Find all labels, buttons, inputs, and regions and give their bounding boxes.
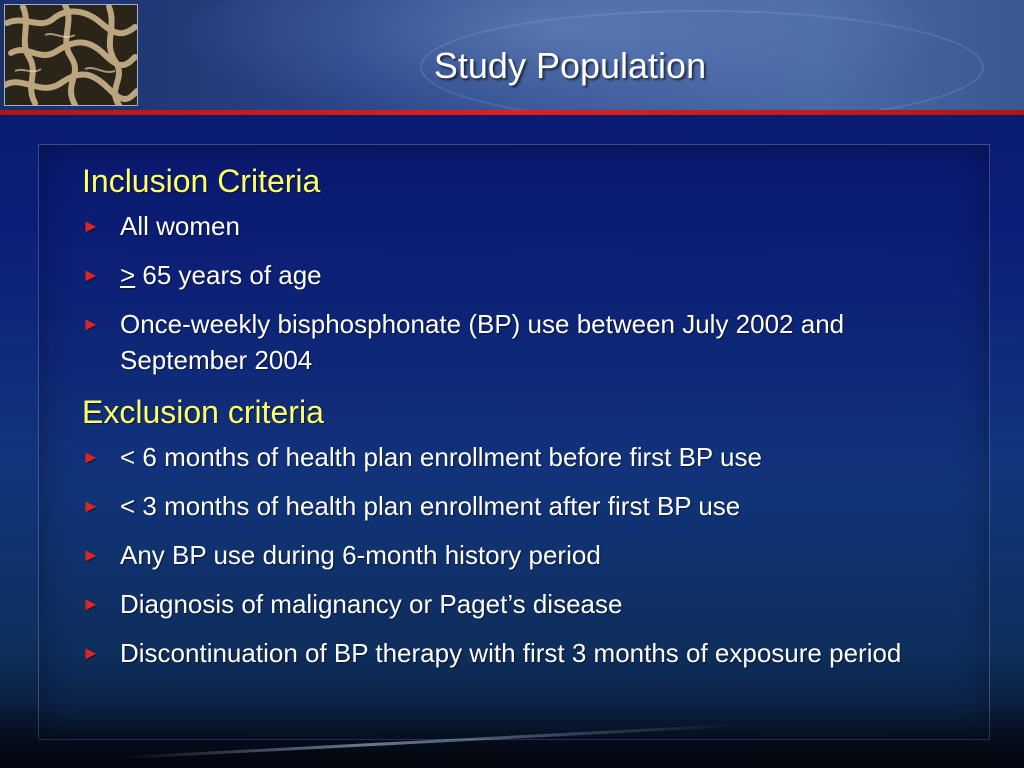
bullet-arrow-icon: ► — [82, 496, 100, 516]
exclusion-list: ► < 6 months of health plan enrollment b… — [82, 439, 962, 671]
slide-body: Inclusion Criteria ► All women ► > 65 ye… — [82, 160, 962, 684]
exclusion-heading: Exclusion criteria — [82, 394, 324, 430]
list-item: ► < 6 months of health plan enrollment b… — [82, 439, 962, 475]
bullet-text: Any BP use during 6-month history period — [120, 540, 601, 570]
bone-structure-image — [4, 4, 138, 106]
list-item: ► All women — [82, 208, 962, 244]
list-item: ► < 3 months of health plan enrollment a… — [82, 488, 962, 524]
header-band — [0, 0, 1024, 112]
bone-structure-icon — [5, 5, 137, 105]
greater-or-equal-symbol: > — [120, 260, 136, 290]
page-title: Study Population — [433, 45, 707, 86]
bullet-arrow-icon: ► — [82, 216, 100, 236]
bullet-arrow-icon: ► — [82, 594, 100, 614]
inclusion-list: ► All women ► > 65 years of age ► Once-w… — [82, 208, 962, 378]
bullet-arrow-icon: ► — [82, 447, 100, 467]
list-item: ► Discontinuation of BP therapy with fir… — [82, 635, 962, 671]
list-item: ► Once-weekly bisphosphonate (BP) use be… — [82, 306, 962, 378]
bullet-text: 65 years of age — [135, 260, 322, 290]
bullet-arrow-icon: ► — [82, 545, 100, 565]
bullet-text: Diagnosis of malignancy or Paget’s disea… — [120, 589, 623, 619]
bullet-text: < 3 months of health plan enrollment aft… — [120, 491, 741, 521]
bullet-text: All women — [120, 211, 240, 241]
bullet-text: Discontinuation of BP therapy with first… — [120, 638, 902, 668]
bullet-arrow-icon: ► — [82, 314, 100, 334]
bullet-arrow-icon: ► — [82, 643, 100, 663]
list-item: ► > 65 years of age — [82, 257, 962, 293]
bottom-shadow — [0, 700, 1024, 768]
list-item: ► Diagnosis of malignancy or Paget’s dis… — [82, 586, 962, 622]
inclusion-heading: Inclusion Criteria — [82, 163, 321, 199]
list-item: ► Any BP use during 6-month history peri… — [82, 537, 962, 573]
header-accent-line — [0, 110, 1024, 115]
bullet-arrow-icon: ► — [82, 265, 100, 285]
bullet-text: Once-weekly bisphosphonate (BP) use betw… — [120, 309, 845, 375]
bullet-text: < 6 months of health plan enrollment bef… — [120, 442, 762, 472]
